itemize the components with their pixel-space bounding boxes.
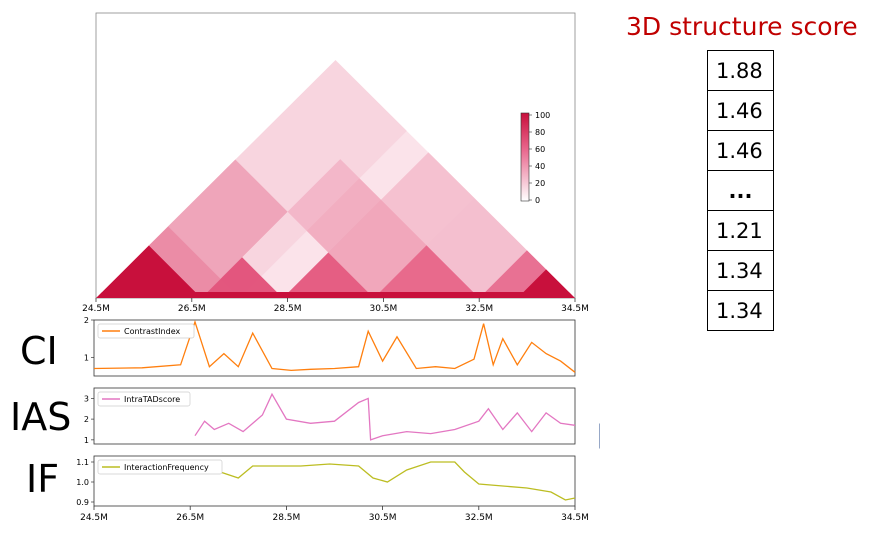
colorbar-tick-label: 60 <box>535 145 545 154</box>
bottom-x-tick-label: 24.5M <box>80 513 108 523</box>
ias-series-line <box>194 392 576 441</box>
score-cell: 1.46 <box>707 130 774 171</box>
score-cell: 1.88 <box>707 50 774 91</box>
if-series-line <box>194 461 576 501</box>
if-track-frame <box>93 455 576 507</box>
colorbar-ticks: 100 80 60 40 20 0 <box>529 111 550 205</box>
score-cell: 1.46 <box>707 90 774 131</box>
ci-y-tick-label: 2 <box>84 316 89 325</box>
score-cell: 1.34 <box>707 250 774 291</box>
ci-legend-box <box>97 323 195 339</box>
ias-y-tick-label: 1 <box>84 436 89 445</box>
x-tick-label: 24.5M <box>82 304 110 314</box>
ias-y-tick-label: 2 <box>84 415 89 424</box>
contact-block <box>201 257 283 298</box>
if-legend-label: InteractionFrequency <box>124 463 209 472</box>
if-y-tick-label: 1.0 <box>76 478 89 487</box>
colorbar-tick-label: 0 <box>535 196 540 205</box>
signal-tracks: 2 1 ContrastIndex 3 2 1 IntraTADscore 1.1 1.0 0.9… <box>76 316 589 523</box>
bottom-x-tick-label: 30.5M <box>369 513 397 523</box>
score-cell: 1.21 <box>707 210 774 251</box>
ci-track-frame <box>93 319 576 377</box>
ias-legend-box <box>97 391 191 407</box>
bottom-x-tick-label: 32.5M <box>465 513 493 523</box>
bottom-x-tick-label: 26.5M <box>176 513 204 523</box>
contact-block <box>167 60 408 298</box>
ci-track-label: CI <box>20 329 58 373</box>
colorbar-tick-label: 20 <box>535 179 545 188</box>
contact-block <box>426 197 528 298</box>
if-y-tick-label: 1.1 <box>76 458 89 467</box>
hic-figure: 24.5M 26.5M 28.5M 30.5M 32.5M 34.5M 100 80 60 40… <box>76 12 600 523</box>
ci-y-tick-label: 1 <box>84 353 89 362</box>
if-legend-box <box>97 459 223 475</box>
ias-track-label: IAS <box>10 395 72 439</box>
bottom-x-tick-label: 34.5M <box>561 513 589 523</box>
ias-track-frame <box>93 387 576 445</box>
ci-series-line <box>93 319 576 373</box>
x-tick-label: 26.5M <box>178 304 206 314</box>
contact-block <box>479 250 575 298</box>
x-tick-label: 32.5M <box>465 304 493 314</box>
score-table: 1.88 1.46 1.46 ... 1.21 1.34 1.34 <box>707 50 774 331</box>
colorbar-tick-label: 100 <box>535 111 550 120</box>
ias-y-tick-label: 3 <box>84 394 89 403</box>
if-y-tick-label: 0.9 <box>76 498 89 507</box>
contact-block <box>148 159 288 298</box>
x-tick-label: 30.5M <box>369 304 397 314</box>
contact-block <box>328 151 475 298</box>
diagonal-band <box>96 292 575 298</box>
colorbar-tick-label: 40 <box>535 162 545 171</box>
contact-block <box>282 252 374 298</box>
ias-legend-label: IntraTADscore <box>124 395 180 404</box>
bottom-x-tick-label: 28.5M <box>272 513 300 523</box>
heatmap-x-axis: 24.5M 26.5M 28.5M 30.5M 32.5M 34.5M <box>82 298 589 314</box>
score-cell: 1.34 <box>707 290 774 331</box>
x-tick-label: 28.5M <box>274 304 302 314</box>
x-tick-label: 34.5M <box>561 304 589 314</box>
ci-legend-label: ContrastIndex <box>124 327 180 336</box>
colorbar-tick-label: 80 <box>535 128 545 137</box>
score-ellipsis: ... <box>707 170 774 211</box>
colorbar <box>520 112 530 202</box>
contact-block <box>373 245 480 298</box>
if-track-label: IF <box>26 457 60 501</box>
score-panel-title: 3D structure score <box>626 12 858 41</box>
